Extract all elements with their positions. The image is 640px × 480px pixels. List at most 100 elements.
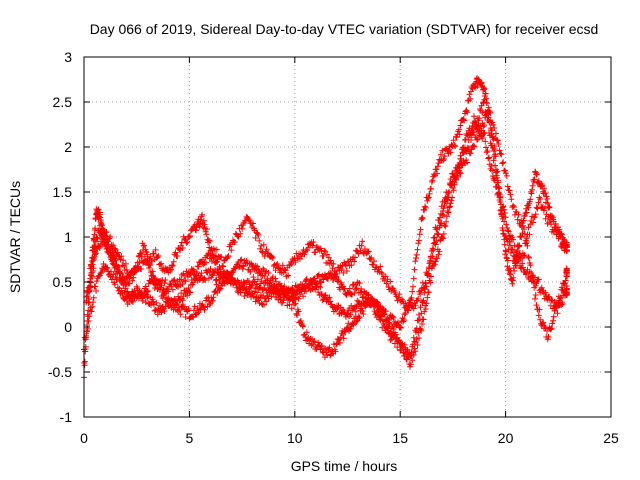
- data-point: [495, 179, 502, 186]
- data-point: [178, 290, 185, 297]
- data-point: [433, 238, 440, 245]
- data-point: [531, 214, 538, 221]
- data-point: [327, 352, 334, 359]
- data-point: [455, 173, 462, 180]
- data-point: [407, 361, 414, 368]
- data-point: [419, 298, 426, 305]
- data-point: [90, 247, 97, 254]
- data-point: [320, 252, 327, 259]
- data-point: [437, 210, 444, 217]
- data-point: [542, 289, 549, 296]
- data-point: [153, 299, 160, 306]
- data-point: [496, 196, 503, 203]
- data-point: [203, 226, 210, 233]
- data-point: [556, 230, 563, 237]
- data-point: [479, 135, 486, 142]
- data-point: [212, 277, 219, 284]
- data-point: [185, 285, 192, 292]
- data-point: [464, 132, 471, 139]
- data-point: [551, 224, 558, 231]
- data-point: [218, 253, 225, 260]
- data-point: [497, 193, 504, 200]
- data-point: [107, 233, 114, 240]
- data-point: [470, 129, 477, 136]
- data-point: [425, 270, 432, 277]
- data-point: [112, 257, 119, 264]
- data-point: [142, 299, 149, 306]
- data-point: [500, 159, 507, 166]
- data-point: [417, 226, 424, 233]
- data-point: [203, 231, 210, 238]
- data-point: [206, 238, 213, 245]
- data-point: [522, 210, 529, 217]
- data-point: [473, 136, 480, 143]
- data-point: [238, 256, 245, 263]
- data-point: [394, 319, 401, 326]
- data-point: [457, 122, 464, 129]
- data-point: [176, 307, 183, 314]
- data-point: [537, 316, 544, 323]
- data-point: [96, 243, 103, 250]
- data-point: [200, 217, 207, 224]
- data-point: [122, 260, 129, 267]
- data-point: [437, 237, 444, 244]
- data-point: [117, 256, 124, 263]
- data-point: [358, 242, 365, 249]
- data-point: [462, 136, 469, 143]
- data-point: [409, 288, 416, 295]
- data-point: [141, 242, 148, 249]
- data-point: [558, 284, 565, 291]
- data-point: [305, 244, 312, 251]
- data-point: [178, 276, 185, 283]
- data-point: [508, 196, 515, 203]
- data-point: [407, 299, 414, 306]
- data-point: [456, 169, 463, 176]
- data-point: [93, 234, 100, 241]
- data-point: [279, 290, 286, 297]
- data-point: [400, 317, 407, 324]
- data-point: [268, 293, 275, 300]
- data-point: [456, 131, 463, 138]
- data-point: [495, 190, 502, 197]
- data-point: [182, 278, 189, 285]
- data-point: [195, 309, 202, 316]
- data-point: [288, 260, 295, 267]
- data-point: [420, 284, 427, 291]
- data-point: [122, 285, 129, 292]
- data-point: [90, 299, 97, 306]
- data-points: [81, 75, 570, 381]
- data-point: [410, 351, 417, 358]
- data-point: [347, 311, 354, 318]
- data-point: [114, 276, 121, 283]
- data-point: [114, 284, 121, 291]
- data-point: [352, 286, 359, 293]
- data-point: [138, 251, 145, 258]
- data-point: [489, 167, 496, 174]
- data-point: [84, 328, 91, 335]
- data-point: [179, 244, 186, 251]
- data-point: [416, 335, 423, 342]
- data-point: [274, 260, 281, 267]
- data-point: [89, 303, 96, 310]
- data-point: [150, 250, 157, 257]
- data-point: [501, 167, 508, 174]
- data-point: [224, 254, 231, 261]
- data-point: [480, 123, 487, 130]
- data-point: [338, 266, 345, 273]
- data-point: [467, 137, 474, 144]
- data-point: [523, 209, 530, 216]
- data-point: [330, 260, 337, 267]
- data-point: [315, 271, 322, 278]
- chart-title: Day 066 of 2019, Sidereal Day-to-day VTE…: [90, 21, 599, 37]
- x-tick-label: 0: [80, 430, 88, 446]
- data-point: [510, 236, 517, 243]
- data-point: [365, 292, 372, 299]
- data-point: [92, 238, 99, 245]
- data-point: [548, 325, 555, 332]
- data-point: [465, 97, 472, 104]
- data-point: [255, 231, 262, 238]
- data-point: [506, 187, 513, 194]
- data-point: [327, 298, 334, 305]
- data-point: [264, 292, 271, 299]
- data-point: [444, 208, 451, 215]
